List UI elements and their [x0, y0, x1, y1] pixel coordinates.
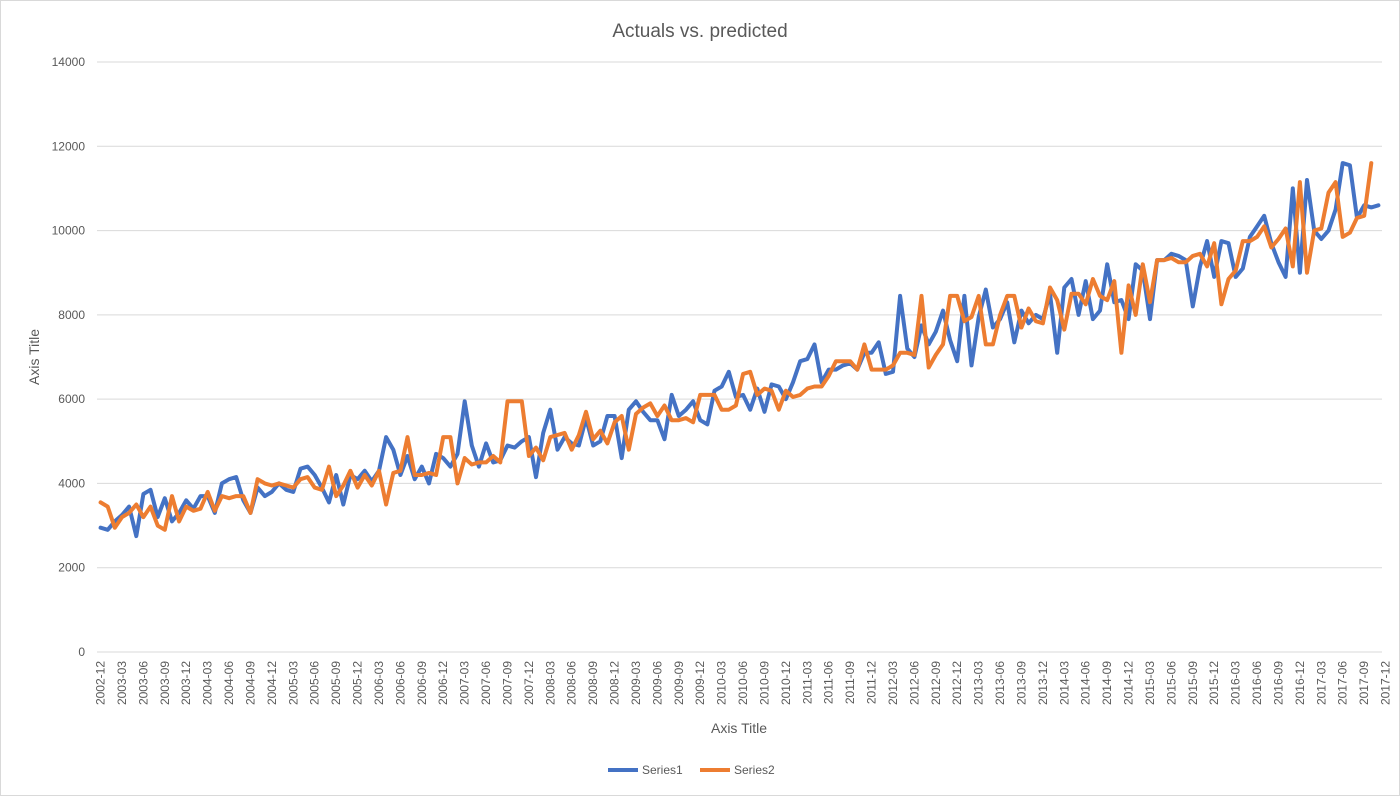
x-tick-label: 2013-03	[972, 661, 986, 705]
legend-label-series1: Series1	[642, 763, 683, 777]
x-tick-label: 2012-03	[886, 661, 900, 705]
x-tick-label: 2003-09	[158, 661, 172, 705]
x-tick-label: 2008-03	[543, 661, 557, 705]
series-lines	[98, 161, 1381, 539]
legend: Series1 Series2	[608, 763, 775, 777]
x-tick-label: 2010-03	[715, 661, 729, 705]
y-tick-label: 6000	[58, 392, 85, 406]
x-tick-label: 2005-12	[351, 661, 365, 705]
x-tick-label: 2005-06	[308, 661, 322, 705]
x-tick-label: 2017-03	[1314, 661, 1328, 705]
x-tick-label: 2010-09	[757, 661, 771, 705]
x-tick-label: 2009-06	[650, 661, 664, 705]
x-tick-label: 2003-03	[115, 661, 129, 705]
x-tick-label: 2009-03	[629, 661, 643, 705]
x-tick-label: 2009-12	[693, 661, 707, 705]
y-tick-label: 12000	[52, 139, 86, 153]
x-tick-label: 2011-03	[800, 661, 814, 704]
y-tick-label: 14000	[52, 55, 86, 69]
series-line-series1	[98, 161, 1381, 539]
x-tick-label: 2015-03	[1143, 661, 1157, 705]
x-tick-label: 2016-12	[1293, 661, 1307, 705]
x-tick-label: 2005-03	[286, 661, 300, 705]
x-tick-label: 2010-06	[736, 661, 750, 705]
x-tick-label: 2013-09	[1014, 661, 1028, 705]
x-tick-label: 2017-06	[1336, 661, 1350, 705]
x-tick-label: 2014-03	[1057, 661, 1071, 705]
x-tick-label: 2006-03	[372, 661, 386, 705]
x-tick-label: 2008-12	[608, 661, 622, 705]
x-tick-label: 2006-09	[415, 661, 429, 705]
x-tick-label: 2016-09	[1271, 661, 1285, 705]
x-tick-label: 2011-09	[843, 661, 857, 704]
x-tick-label: 2015-12	[1207, 661, 1221, 705]
x-tick-label: 2017-12	[1379, 661, 1393, 705]
x-tick-label: 2005-09	[329, 661, 343, 705]
x-tick-label: 2003-06	[136, 661, 150, 705]
x-tick-label: 2006-06	[393, 661, 407, 705]
x-tick-label: 2016-06	[1250, 661, 1264, 705]
x-tick-label: 2015-09	[1186, 661, 1200, 705]
x-tick-label: 2014-06	[1079, 661, 1093, 705]
x-tick-label: 2004-03	[201, 661, 215, 705]
x-tick-label: 2012-09	[929, 661, 943, 705]
x-tick-label: 2013-12	[1036, 661, 1050, 705]
x-tick-label: 2003-12	[179, 661, 193, 705]
x-tick-label: 2008-06	[565, 661, 579, 705]
y-axis-tick-labels: 0 2000 4000 6000 8000 10000 12000 14000	[52, 55, 86, 659]
x-tick-label: 2017-09	[1357, 661, 1371, 705]
gridlines	[97, 61, 1382, 653]
x-tick-label: 2007-09	[500, 661, 514, 705]
x-tick-label: 2009-09	[672, 661, 686, 705]
x-axis-tick-labels: 2002-12 2003-03 2003-06 2003-09 2003-12 2004-…	[94, 661, 1393, 705]
x-tick-label: 2013-06	[993, 661, 1007, 705]
x-tick-label: 2007-12	[522, 661, 536, 705]
x-tick-label: 2008-09	[586, 661, 600, 705]
x-tick-label: 2012-06	[907, 661, 921, 705]
x-tick-label: 2004-06	[222, 661, 236, 705]
y-tick-label: 10000	[52, 224, 86, 238]
x-tick-label: 2010-12	[779, 661, 793, 705]
x-tick-label: 2011-12	[865, 661, 879, 704]
y-axis-title: Axis Title	[26, 329, 42, 385]
legend-label-series2: Series2	[734, 763, 775, 777]
chart-title: Actuals vs. predicted	[612, 21, 787, 42]
y-tick-label: 0	[78, 645, 85, 659]
y-tick-label: 4000	[58, 476, 85, 490]
series-line-series2	[98, 161, 1374, 532]
y-tick-label: 8000	[58, 308, 85, 322]
x-tick-label: 2004-12	[265, 661, 279, 705]
x-tick-label: 2011-06	[822, 661, 836, 704]
x-tick-label: 2002-12	[94, 661, 108, 705]
x-tick-label: 2004-09	[243, 661, 257, 705]
x-tick-label: 2007-06	[479, 661, 493, 705]
x-axis-title: Axis Title	[711, 720, 767, 736]
x-tick-label: 2012-12	[950, 661, 964, 705]
x-tick-label: 2007-03	[458, 661, 472, 705]
x-tick-label: 2014-12	[1122, 661, 1136, 705]
x-tick-label: 2014-09	[1100, 661, 1114, 705]
x-tick-label: 2016-03	[1229, 661, 1243, 705]
x-tick-label: 2006-12	[436, 661, 450, 705]
x-tick-label: 2015-06	[1164, 661, 1178, 705]
y-tick-label: 2000	[58, 561, 85, 575]
